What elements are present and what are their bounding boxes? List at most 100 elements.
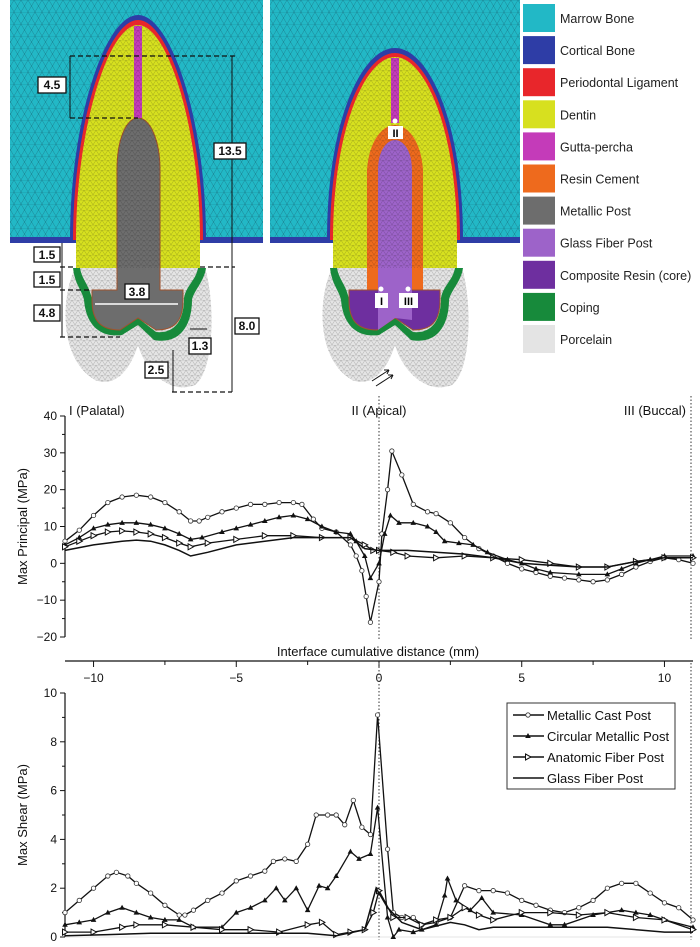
data-point: [399, 472, 405, 478]
data-point: [247, 521, 254, 527]
data-point: [270, 858, 276, 864]
data-point: [119, 527, 127, 535]
series-line: [64, 514, 693, 580]
y-tick-label: 0: [50, 930, 57, 944]
legend-entry: Anatomic Fiber Post: [547, 750, 664, 765]
data-point: [90, 916, 97, 922]
annotation-apical: II (Apical): [352, 403, 407, 418]
data-point: [90, 525, 97, 531]
data-point: [418, 920, 426, 929]
data-point: [533, 569, 539, 576]
data-point: [424, 523, 431, 529]
data-point: [162, 902, 168, 908]
data-point: [119, 519, 125, 525]
data-point: [424, 509, 431, 515]
data-point: [374, 712, 381, 718]
data-point: [190, 907, 197, 913]
data-point: [76, 897, 82, 903]
legend-swatch-10: [523, 325, 555, 353]
legend-swatch-5: [523, 164, 555, 193]
legend-label-6: Metallic Post: [560, 205, 631, 219]
data-point: [105, 499, 111, 506]
data-point: [276, 928, 284, 936]
data-point: [105, 521, 111, 527]
legend-swatch-3: [523, 100, 555, 129]
data-point: [444, 875, 451, 881]
data-point: [219, 925, 227, 934]
data-point: [219, 509, 225, 515]
legend-label-3: Dentin: [560, 108, 596, 122]
dim-core-height: 4.8: [39, 306, 56, 320]
data-point: [433, 916, 441, 924]
series-metallic-cast-post: [62, 712, 696, 928]
data-point: [293, 858, 299, 864]
point-label-ii: II: [392, 128, 398, 140]
data-point: [484, 549, 491, 555]
data-point: [547, 908, 555, 917]
x-axis-title: Interface cumulative distance (mm): [277, 644, 479, 659]
data-point: [404, 913, 412, 922]
data-point: [219, 890, 225, 896]
data-point: [182, 912, 188, 918]
data-point: [353, 553, 359, 559]
data-point: [547, 921, 554, 927]
data-point: [247, 925, 255, 934]
dim-core-width: 3.8: [129, 285, 146, 299]
data-point: [619, 571, 625, 577]
data-point: [376, 560, 382, 566]
data-point: [76, 919, 83, 925]
data-point: [604, 885, 610, 891]
data-point: [604, 908, 612, 917]
data-point: [410, 519, 417, 525]
series-line: [64, 536, 693, 568]
data-point: [233, 505, 239, 511]
y-axis-title: Max Shear (MPa): [15, 764, 30, 866]
data-point: [690, 917, 696, 923]
data-point: [176, 509, 182, 515]
data-point: [547, 573, 553, 579]
point-label-iii: III: [404, 296, 413, 308]
point-label-i: I: [380, 296, 383, 308]
data-point: [490, 916, 498, 924]
data-point: [533, 565, 539, 571]
data-point: [147, 530, 155, 538]
y-tick-label: 2: [50, 881, 57, 895]
y-tick-label: 10: [44, 520, 58, 534]
data-point: [561, 575, 568, 581]
dim-incisal: 2.5: [148, 363, 165, 377]
series-line: [64, 807, 694, 939]
data-point: [633, 880, 639, 886]
legend-swatch-6: [523, 196, 555, 225]
data-point: [133, 880, 139, 886]
data-point: [381, 530, 388, 536]
data-point: [490, 888, 496, 894]
data-point: [293, 885, 300, 891]
data-point: [361, 541, 369, 549]
dim-crown-height: 8.0: [239, 319, 256, 333]
data-point: [104, 528, 112, 536]
data-point: [176, 539, 184, 547]
legend-entry: Metallic Cast Post: [547, 708, 651, 723]
data-point: [290, 512, 297, 518]
legend-label-7: Glass Fiber Post: [560, 237, 653, 251]
data-point: [518, 555, 526, 564]
data-point: [273, 885, 280, 891]
data-point: [410, 501, 416, 508]
x-tick-label: 10: [658, 671, 672, 685]
data-point: [461, 903, 469, 912]
legend-swatch-8: [523, 260, 555, 289]
data-point: [62, 921, 68, 927]
x-tick-label: −5: [229, 671, 243, 685]
data-point: [370, 908, 378, 917]
data-point: [133, 519, 140, 525]
y-tick-label: 20: [44, 483, 58, 497]
legend-swatch-0: [523, 4, 555, 32]
data-point: [113, 869, 119, 875]
fe-models-figure: 4.5 13.5 1.5 1.5 4.8 3.8 1.3 2.5 8.0: [10, 0, 691, 393]
data-point: [119, 904, 125, 910]
data-point: [276, 514, 282, 520]
data-point: [333, 930, 341, 939]
data-point: [676, 905, 682, 911]
data-point: [647, 912, 653, 918]
data-point: [690, 925, 698, 934]
